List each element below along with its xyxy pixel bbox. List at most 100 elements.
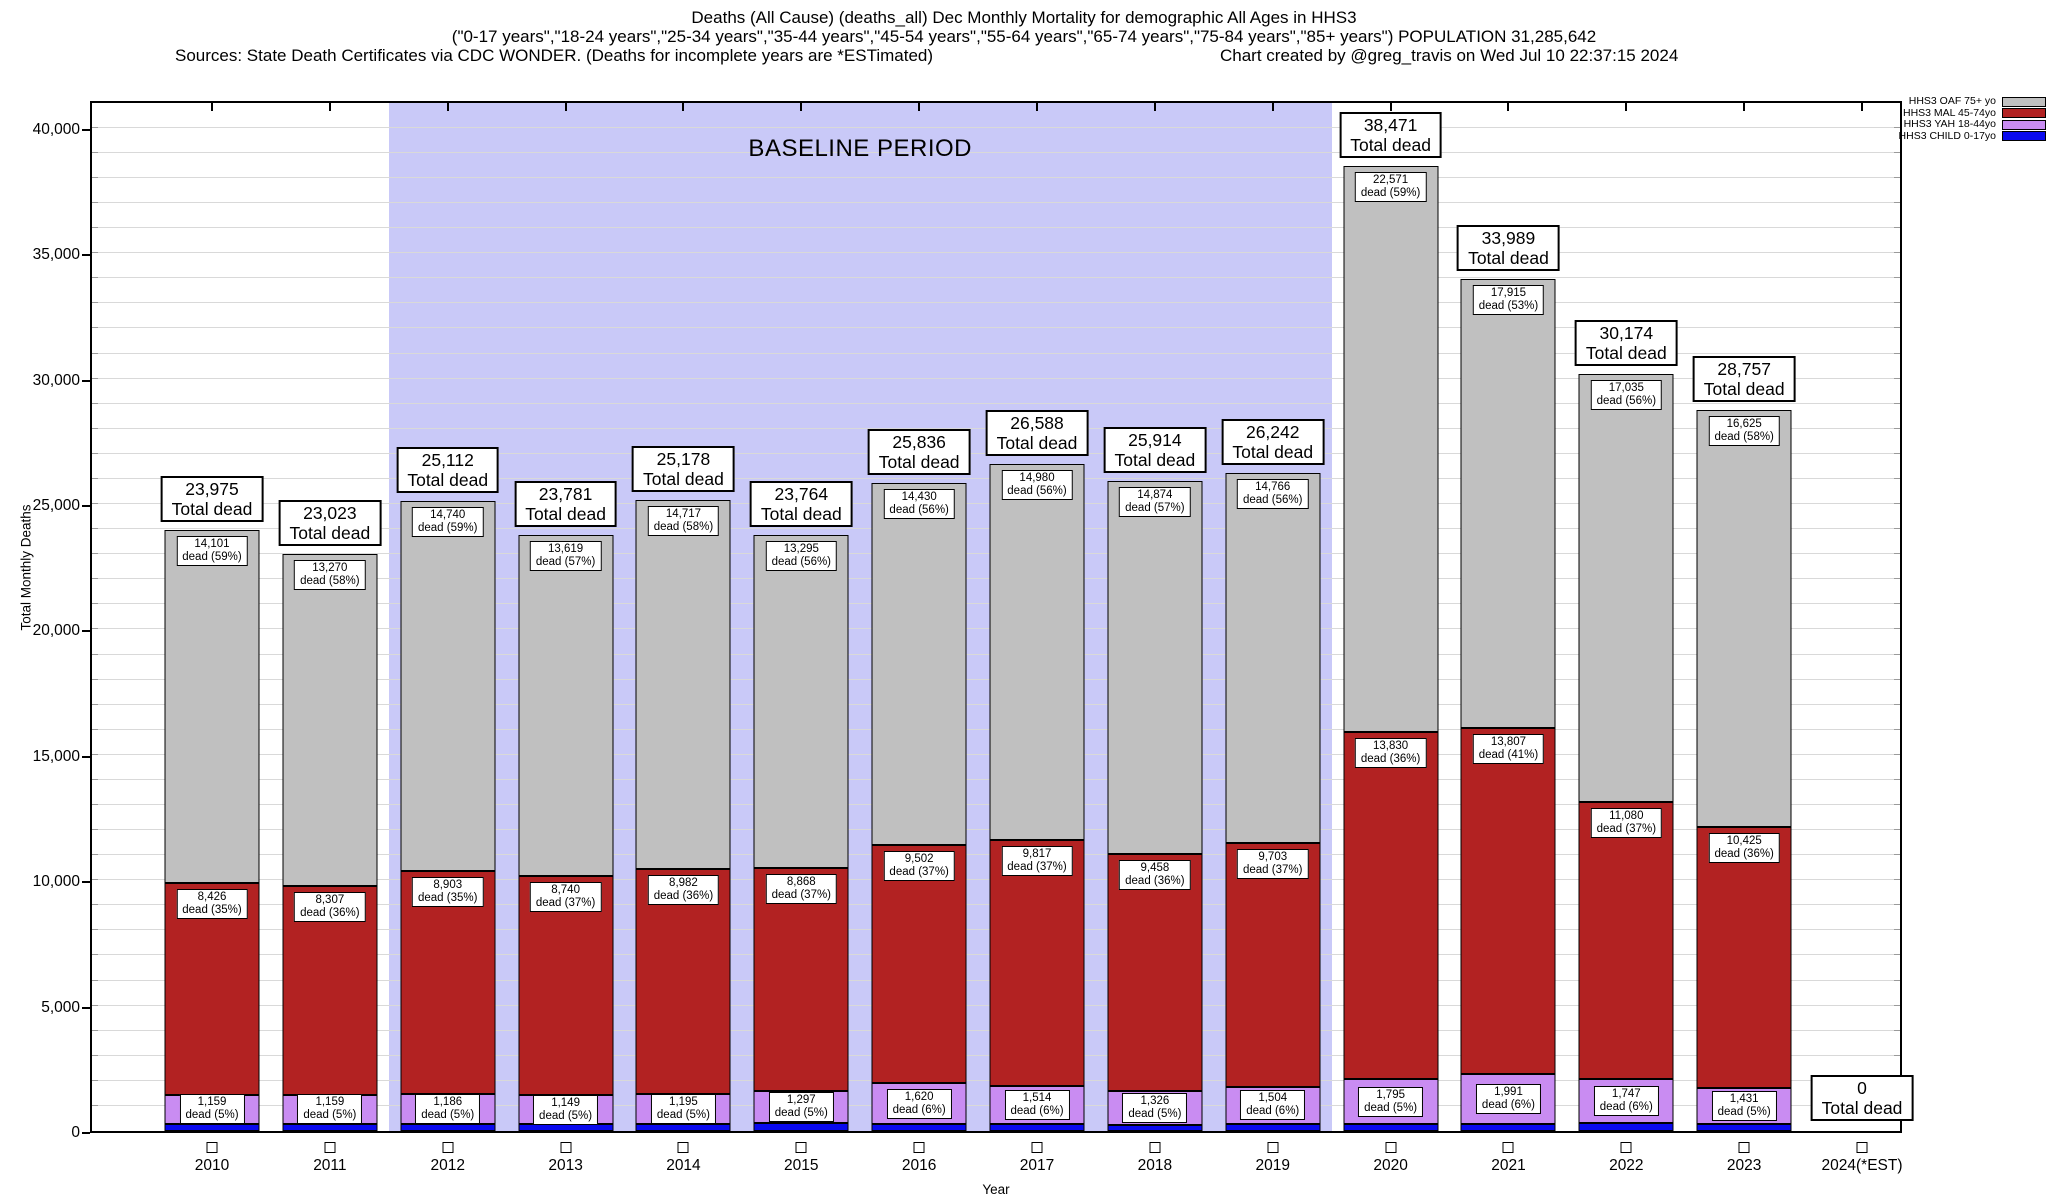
bar-segment-yah: 1,747 dead (6%) <box>1578 1079 1674 1124</box>
y-tick-inner-left <box>92 904 98 906</box>
y-tick-mark <box>82 1006 90 1009</box>
y-tick-inner-right <box>1894 377 1900 379</box>
plot-area: BASELINE PERIOD 2010 14,101 dead (59%) 8,426… <box>90 101 1914 1174</box>
y-tick-label: 25,000 <box>32 497 80 515</box>
total-dead-label: 28,757 Total dead <box>1692 355 1796 402</box>
x-tick-top <box>1036 103 1039 111</box>
bar-segment-yah: 1,514 dead (6%) <box>989 1086 1085 1125</box>
segment-value-label: 11,080 dead (37%) <box>1590 807 1663 838</box>
x-point-marker <box>1856 1142 1868 1153</box>
y-tick-inner-left <box>92 803 98 805</box>
x-point-marker <box>560 1142 572 1153</box>
bar-segment-mal: 8,982 dead (36%) <box>635 868 731 1094</box>
x-tick-label-year: 2015 <box>784 1157 819 1174</box>
y-tick-inner-right <box>1894 1029 1900 1031</box>
total-dead-label: 23,781 Total dead <box>514 480 617 527</box>
total-dead-label: 38,471 Total dead <box>1339 112 1442 159</box>
stacked-bar: 14,430 dead (56%) 9,502 dead (37%) 1,620 dead… <box>871 483 967 1131</box>
segment-value-label: 9,703 dead (37%) <box>1237 849 1309 880</box>
segment-value-label: 22,571 dead (59%) <box>1354 172 1427 203</box>
x-point-marker <box>1385 1142 1397 1153</box>
bar-segment-oaf: 14,430 dead (56%) <box>871 483 967 845</box>
y-tick-inner-right <box>1894 452 1900 454</box>
bar-segment-mal: 8,740 dead (37%) <box>518 876 614 1096</box>
segment-value-label: 1,159 dead (5%) <box>179 1094 245 1125</box>
y-gridline <box>92 177 1900 178</box>
y-tick-inner-left <box>92 302 98 304</box>
segment-value-label: 8,868 dead (37%) <box>765 874 838 905</box>
bar-segment-yah: 1,991 dead (6%) <box>1460 1074 1556 1125</box>
y-tick-inner-left <box>92 603 98 605</box>
segment-value-label: 1,297 dead (5%) <box>768 1092 834 1123</box>
segment-value-label: 14,980 dead (56%) <box>1001 470 1073 501</box>
y-tick-inner-left <box>92 503 98 505</box>
segment-value-label: 10,425 dead (36%) <box>1708 832 1780 863</box>
x-point-marker <box>206 1142 218 1153</box>
bar-segment-oaf: 14,740 dead (59%) <box>400 501 496 871</box>
y-tick-inner-right <box>1894 553 1900 555</box>
y-gridline <box>92 302 1900 304</box>
x-point-marker <box>1620 1142 1632 1153</box>
y-tick-mark <box>82 505 90 508</box>
x-tick-top <box>211 103 213 111</box>
x-point-marker <box>1149 1142 1161 1153</box>
y-tick-inner-right <box>1894 1004 1900 1006</box>
segment-value-label: 13,619 dead (57%) <box>529 540 602 571</box>
y-tick-inner-left <box>92 753 98 755</box>
y-tick-inner-left <box>92 477 98 479</box>
x-tick-label-year: 2021 <box>1491 1157 1526 1174</box>
y-tick-inner-right <box>1894 578 1900 580</box>
bar-segment-child <box>1107 1124 1203 1131</box>
bar-segment-mal: 8,903 dead (35%) <box>400 870 496 1095</box>
chart-title-line3: Sources: State Death Certificates via CD… <box>0 46 2048 65</box>
x-point-marker <box>795 1142 807 1153</box>
y-gridline <box>92 402 1900 404</box>
y-tick-inner-left <box>92 202 98 204</box>
bar-segment-oaf: 14,980 dead (56%) <box>989 464 1085 840</box>
bar-segment-oaf: 13,619 dead (57%) <box>518 534 614 877</box>
bar-segment-yah: 1,149 dead (5%) <box>518 1094 614 1125</box>
y-tick-inner-right <box>1894 277 1900 279</box>
y-tick-inner-right <box>1894 177 1900 178</box>
x-tick-label-year: 2011 <box>313 1157 347 1174</box>
segment-value-label: 1,195 dead (5%) <box>650 1093 716 1124</box>
y-tick-inner-right <box>1894 904 1900 906</box>
y-gridline <box>92 227 1900 229</box>
stacked-bar: 13,619 dead (57%) 8,740 dead (37%) 1,149 dead… <box>518 534 614 1131</box>
bar-segment-oaf: 14,874 dead (57%) <box>1107 481 1203 855</box>
segment-value-label: 1,159 dead (5%) <box>297 1094 363 1125</box>
y-gridline <box>92 377 1900 379</box>
total-dead-label: 23,023 Total dead <box>278 499 382 546</box>
y-tick-label: 10,000 <box>32 873 80 891</box>
bar-segment-mal: 11,080 dead (37%) <box>1578 801 1674 1080</box>
x-tick-label-year: 2016 <box>901 1157 937 1174</box>
x-point-marker <box>677 1142 689 1153</box>
legend-label: HHS3 CHILD 0-17yo <box>1898 129 1996 142</box>
y-tick-inner-left <box>92 352 98 354</box>
y-tick-inner-left <box>92 854 98 856</box>
total-dead-label: 23,975 Total dead <box>160 475 264 522</box>
bar-segment-mal: 10,425 dead (36%) <box>1696 826 1792 1089</box>
y-tick-inner-right <box>1894 202 1900 204</box>
segment-value-label: 9,458 dead (36%) <box>1119 860 1191 891</box>
legend-label: HHS3 OAF 75+ yo <box>1908 95 1996 107</box>
y-tick-inner-right <box>1894 252 1900 254</box>
x-point-marker <box>442 1142 454 1153</box>
segment-value-label: 1,747 dead (6%) <box>1593 1086 1659 1117</box>
y-tick-inner-right <box>1894 653 1900 655</box>
stacked-bar: 17,035 dead (56%) 11,080 dead (37%) 1,747 dea… <box>1578 374 1674 1131</box>
bar-segment-yah: 1,326 dead (5%) <box>1107 1091 1203 1125</box>
legend-swatch-child <box>2002 131 2046 142</box>
y-tick-inner-left <box>92 377 98 379</box>
y-tick-inner-right <box>1894 126 1900 128</box>
legend-entry-child: HHS3 CHILD 0-17yo <box>1886 129 2046 143</box>
stacked-bar: 22,571 dead (59%) 13,830 dead (36%) 1,795 dea… <box>1343 166 1439 1131</box>
y-tick-inner-left <box>92 778 98 780</box>
y-gridline <box>92 352 1900 354</box>
x-point-marker <box>913 1142 925 1153</box>
y-gridline <box>92 252 1900 254</box>
y-tick-label: 5,000 <box>41 998 80 1016</box>
y-tick-label: 15,000 <box>32 747 80 765</box>
y-tick-inner-left <box>92 452 98 454</box>
y-tick-mark <box>82 881 90 884</box>
